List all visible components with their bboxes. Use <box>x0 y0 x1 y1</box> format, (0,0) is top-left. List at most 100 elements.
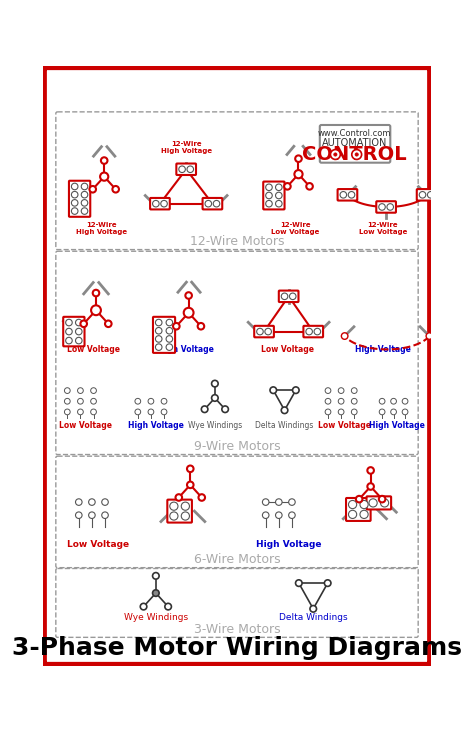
Circle shape <box>348 192 355 198</box>
Circle shape <box>161 398 167 404</box>
Circle shape <box>340 192 346 198</box>
Circle shape <box>284 183 291 190</box>
FancyBboxPatch shape <box>263 182 284 209</box>
Circle shape <box>81 200 88 206</box>
Text: Wye Windings: Wye Windings <box>188 420 242 430</box>
Circle shape <box>352 149 362 160</box>
Circle shape <box>181 512 190 520</box>
Circle shape <box>89 498 95 505</box>
Circle shape <box>93 307 99 313</box>
Circle shape <box>369 498 377 507</box>
Circle shape <box>64 409 70 415</box>
Text: Delta Windings: Delta Windings <box>279 613 347 622</box>
Circle shape <box>379 398 385 404</box>
Circle shape <box>306 328 312 335</box>
Circle shape <box>100 173 108 181</box>
Text: Low Voltage: Low Voltage <box>67 345 120 354</box>
Circle shape <box>294 170 302 179</box>
Circle shape <box>295 155 302 162</box>
Text: High Voltage: High Voltage <box>158 345 214 354</box>
Circle shape <box>90 186 96 193</box>
Circle shape <box>379 409 385 415</box>
Circle shape <box>292 387 299 394</box>
Circle shape <box>348 501 357 509</box>
Text: Delta Windings: Delta Windings <box>255 420 314 430</box>
Circle shape <box>64 398 70 404</box>
Circle shape <box>281 407 288 414</box>
Circle shape <box>201 406 208 413</box>
Circle shape <box>181 502 190 510</box>
Circle shape <box>166 336 173 343</box>
Circle shape <box>148 409 154 415</box>
Circle shape <box>140 603 147 610</box>
Text: AUTOMATION: AUTOMATION <box>321 138 387 148</box>
Circle shape <box>338 388 344 394</box>
Circle shape <box>360 501 368 509</box>
Text: High Voltage: High Voltage <box>355 345 411 354</box>
Circle shape <box>102 498 108 505</box>
Circle shape <box>367 467 374 474</box>
Circle shape <box>428 192 434 198</box>
Circle shape <box>379 496 385 502</box>
Circle shape <box>275 512 282 518</box>
Circle shape <box>263 512 269 518</box>
Circle shape <box>198 323 204 329</box>
Circle shape <box>341 333 348 340</box>
Circle shape <box>266 184 272 190</box>
Circle shape <box>213 201 220 207</box>
Circle shape <box>263 498 269 505</box>
Circle shape <box>93 290 99 296</box>
Circle shape <box>184 307 193 318</box>
Circle shape <box>275 184 282 190</box>
FancyBboxPatch shape <box>366 496 391 509</box>
FancyBboxPatch shape <box>320 125 390 163</box>
Text: Low Voltage: Low Voltage <box>67 540 129 549</box>
Text: 12-Wire
High Voltage: 12-Wire High Voltage <box>161 141 212 154</box>
Circle shape <box>314 328 320 335</box>
Circle shape <box>148 398 154 404</box>
Text: www.Control.com: www.Control.com <box>318 129 391 138</box>
Circle shape <box>75 328 82 335</box>
FancyBboxPatch shape <box>43 66 431 666</box>
Circle shape <box>161 201 167 207</box>
Circle shape <box>205 201 211 207</box>
Circle shape <box>266 193 272 199</box>
Circle shape <box>185 292 192 299</box>
Circle shape <box>161 409 167 415</box>
Circle shape <box>211 395 218 401</box>
Text: 9-Wire Motors: 9-Wire Motors <box>194 440 280 453</box>
Text: High Voltage: High Voltage <box>128 420 184 430</box>
Circle shape <box>325 409 331 415</box>
Circle shape <box>265 328 272 335</box>
FancyBboxPatch shape <box>376 201 396 213</box>
Circle shape <box>289 512 295 518</box>
Circle shape <box>170 512 178 520</box>
Circle shape <box>334 153 337 156</box>
Circle shape <box>281 293 288 299</box>
Circle shape <box>75 319 82 326</box>
Circle shape <box>66 319 72 326</box>
Circle shape <box>78 388 83 394</box>
Circle shape <box>306 183 313 190</box>
Circle shape <box>310 605 317 612</box>
Text: High Voltage: High Voltage <box>256 540 321 549</box>
Circle shape <box>91 305 101 315</box>
FancyBboxPatch shape <box>254 326 274 337</box>
Circle shape <box>187 482 193 488</box>
Circle shape <box>72 200 78 206</box>
Circle shape <box>175 494 182 501</box>
Text: Low Voltage: Low Voltage <box>261 345 313 354</box>
Circle shape <box>275 193 282 199</box>
Circle shape <box>199 494 205 501</box>
Circle shape <box>324 580 331 586</box>
Circle shape <box>330 149 340 160</box>
Circle shape <box>91 388 96 394</box>
Circle shape <box>275 201 282 207</box>
FancyBboxPatch shape <box>303 326 323 337</box>
Circle shape <box>153 572 159 579</box>
Circle shape <box>75 337 82 344</box>
FancyBboxPatch shape <box>346 498 371 521</box>
Text: 3-Phase Motor Wiring Diagrams: 3-Phase Motor Wiring Diagrams <box>12 636 462 660</box>
Circle shape <box>367 483 374 490</box>
Circle shape <box>391 409 396 415</box>
